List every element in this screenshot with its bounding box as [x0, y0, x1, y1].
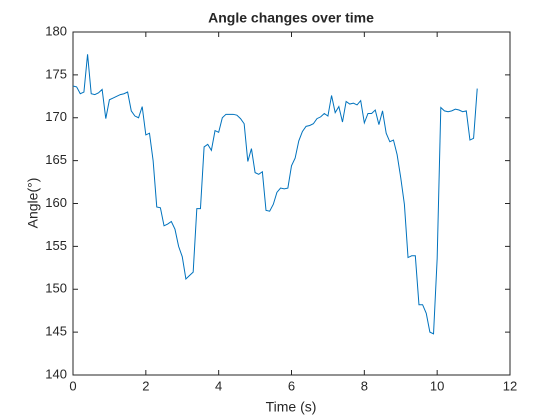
x-tick-label: 4 — [215, 378, 222, 393]
chart-title: Angle changes over time — [208, 10, 374, 26]
line-series — [72, 54, 478, 335]
y-tick-label: 140 — [45, 366, 67, 381]
y-tick-label: 170 — [45, 109, 67, 124]
x-tick-label: 8 — [361, 378, 368, 393]
plot-box — [72, 31, 511, 376]
y-tick-label: 175 — [45, 66, 67, 81]
x-tick-label: 6 — [288, 378, 295, 393]
x-tick-label: 2 — [142, 378, 149, 393]
y-axis-label: Angle(°) — [25, 178, 41, 229]
y-tick-label: 150 — [45, 281, 67, 296]
x-axis-label: Time (s) — [266, 399, 317, 415]
x-tick-label: 12 — [503, 378, 517, 393]
x-tick-label: 10 — [430, 378, 444, 393]
x-tick-label: 0 — [69, 378, 76, 393]
y-tick-label: 155 — [45, 238, 67, 253]
y-tick-label: 180 — [45, 23, 67, 38]
y-tick-label: 145 — [45, 324, 67, 339]
y-tick-label: 165 — [45, 152, 67, 167]
y-tick-label: 160 — [45, 195, 67, 210]
